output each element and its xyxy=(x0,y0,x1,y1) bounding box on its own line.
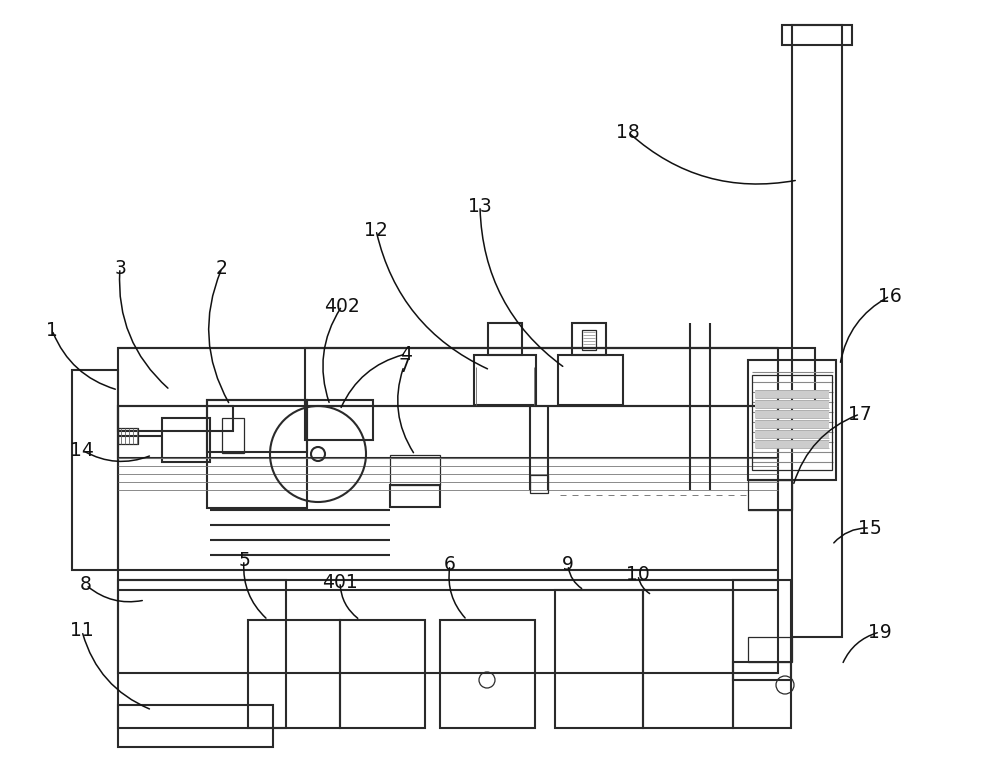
Bar xyxy=(488,323,522,355)
Text: 2: 2 xyxy=(216,259,228,277)
Bar xyxy=(782,25,852,45)
Bar xyxy=(340,620,425,728)
Bar xyxy=(440,620,535,728)
Text: 10: 10 xyxy=(626,565,650,584)
Bar xyxy=(118,580,286,728)
Bar xyxy=(733,580,791,680)
Bar xyxy=(748,360,836,480)
Bar xyxy=(530,475,548,493)
Bar xyxy=(222,418,244,453)
Bar xyxy=(207,400,307,452)
Bar xyxy=(72,370,118,570)
Bar xyxy=(755,440,829,448)
Text: 401: 401 xyxy=(322,572,358,591)
Bar xyxy=(752,375,832,470)
Bar xyxy=(748,637,792,662)
Bar xyxy=(118,406,778,458)
Text: 8: 8 xyxy=(80,575,92,594)
Bar xyxy=(555,590,643,728)
Text: 18: 18 xyxy=(616,123,640,141)
Bar xyxy=(118,406,233,431)
Bar xyxy=(755,390,829,398)
Bar xyxy=(755,400,829,408)
Text: 19: 19 xyxy=(868,623,892,641)
Bar xyxy=(390,455,440,485)
Bar xyxy=(248,620,340,728)
Bar xyxy=(305,348,815,406)
Text: 6: 6 xyxy=(444,555,456,574)
Text: 16: 16 xyxy=(878,286,902,306)
Text: 12: 12 xyxy=(364,220,388,240)
Text: 9: 9 xyxy=(562,555,574,574)
Text: 1: 1 xyxy=(46,320,58,339)
Bar xyxy=(582,330,596,350)
Bar xyxy=(474,355,536,405)
Text: 402: 402 xyxy=(324,296,360,316)
Bar xyxy=(305,400,373,440)
Bar xyxy=(792,25,842,637)
Bar xyxy=(755,410,829,418)
Text: 3: 3 xyxy=(114,259,126,277)
Bar xyxy=(207,400,307,508)
Text: 17: 17 xyxy=(848,405,872,423)
Bar xyxy=(162,418,210,462)
Bar xyxy=(755,420,829,428)
Bar xyxy=(733,662,791,728)
Bar xyxy=(390,485,440,507)
Bar xyxy=(755,430,829,438)
Text: 7: 7 xyxy=(398,356,410,376)
Text: 13: 13 xyxy=(468,197,492,216)
Bar xyxy=(643,590,733,728)
Text: 15: 15 xyxy=(858,518,882,538)
Text: 11: 11 xyxy=(70,621,94,641)
Text: 14: 14 xyxy=(70,441,94,459)
Bar xyxy=(558,355,623,405)
Bar xyxy=(118,428,138,444)
Bar xyxy=(748,480,792,510)
Bar xyxy=(572,323,606,355)
Text: 5: 5 xyxy=(238,551,250,570)
Bar xyxy=(118,348,778,673)
Bar xyxy=(118,705,273,747)
Text: 4: 4 xyxy=(400,345,412,363)
